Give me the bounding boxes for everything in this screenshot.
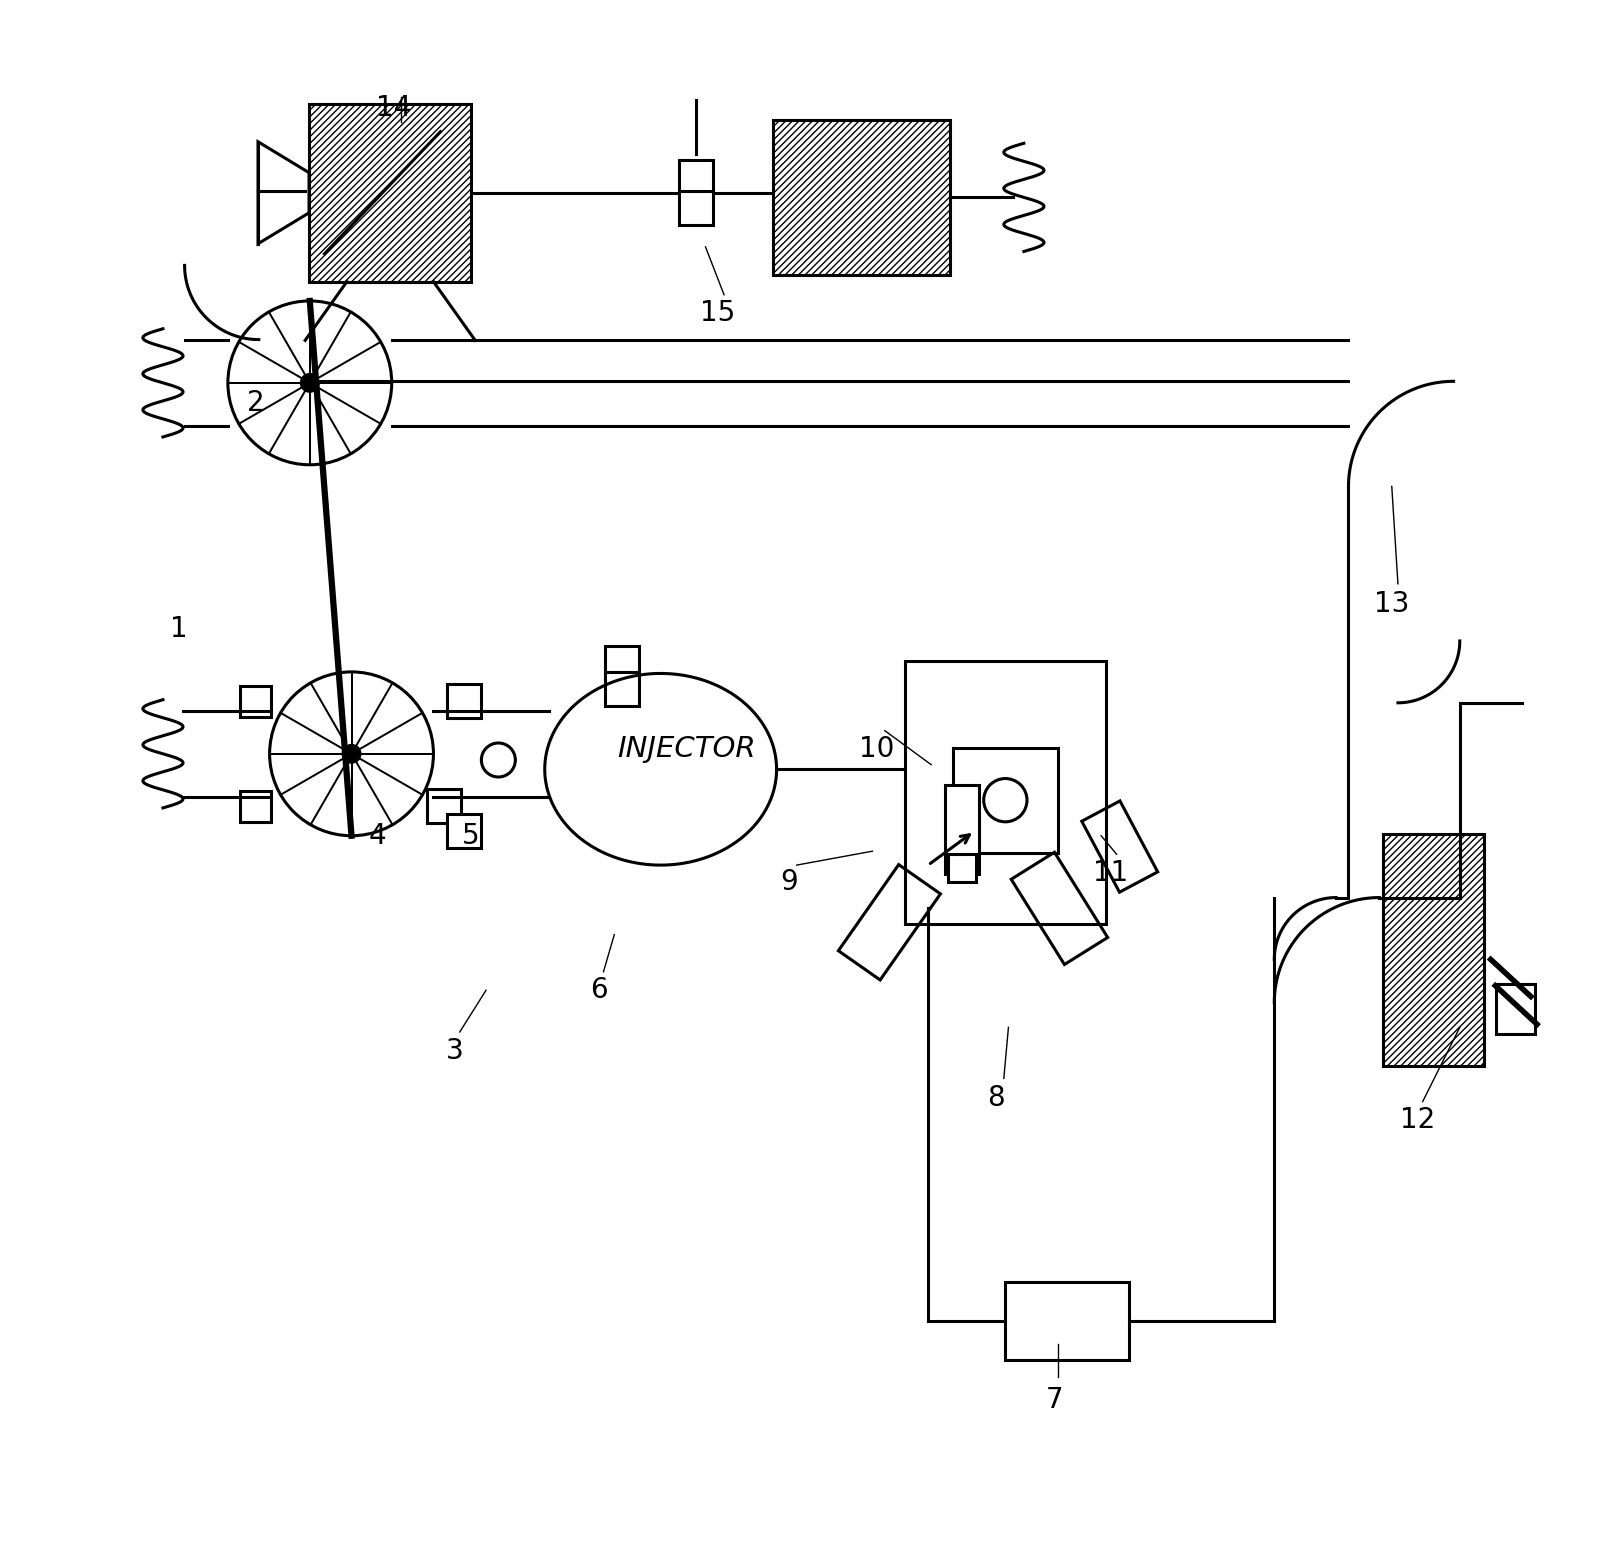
- Text: 12: 12: [1399, 1106, 1435, 1134]
- Text: 4: 4: [368, 822, 386, 850]
- Bar: [240, 791, 271, 822]
- Text: INJECTOR: INJECTOR: [617, 735, 755, 763]
- Bar: [1495, 984, 1533, 1033]
- Bar: [679, 191, 713, 225]
- Text: 10: 10: [859, 735, 894, 763]
- Text: 13: 13: [1374, 591, 1409, 618]
- Text: 11: 11: [1093, 859, 1127, 887]
- Bar: [904, 660, 1106, 923]
- Text: 3: 3: [445, 1037, 463, 1064]
- Text: 6: 6: [589, 976, 607, 1004]
- Bar: [771, 120, 951, 275]
- Circle shape: [300, 373, 320, 392]
- Bar: [605, 645, 639, 679]
- Bar: [1006, 1282, 1128, 1360]
- Text: 7: 7: [1046, 1386, 1064, 1414]
- Bar: [240, 685, 271, 716]
- Text: 1: 1: [169, 615, 187, 643]
- Circle shape: [342, 744, 360, 763]
- Bar: [1383, 834, 1483, 1066]
- Bar: [944, 785, 978, 875]
- Bar: [447, 814, 481, 848]
- Text: 9: 9: [780, 869, 797, 897]
- Text: 15: 15: [700, 300, 734, 328]
- Text: 2: 2: [247, 388, 265, 416]
- Text: 14: 14: [376, 93, 410, 121]
- Text: 8: 8: [986, 1085, 1004, 1113]
- Bar: [428, 789, 462, 824]
- Bar: [605, 671, 639, 706]
- Text: 5: 5: [462, 822, 479, 850]
- Bar: [947, 855, 975, 883]
- Bar: [447, 684, 481, 718]
- Bar: [679, 160, 713, 194]
- Bar: [308, 104, 471, 281]
- Bar: [952, 747, 1057, 853]
